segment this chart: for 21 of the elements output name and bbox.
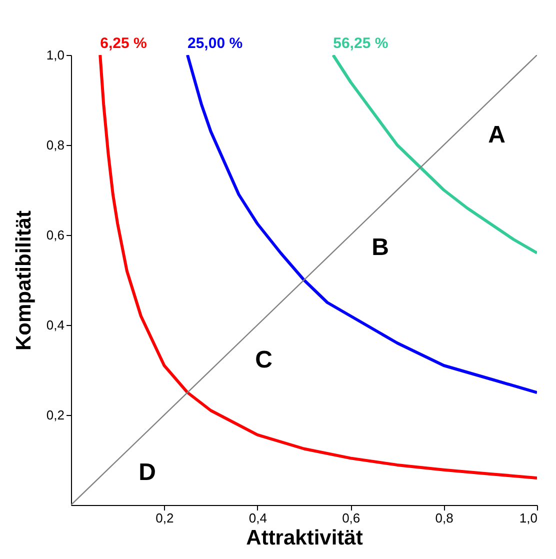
line-series xyxy=(186,55,537,394)
annotation: D xyxy=(138,458,156,486)
x-tick-label: 1,0 xyxy=(519,510,538,526)
annotation: B xyxy=(372,234,389,261)
x-tick-label: 0,4 xyxy=(248,510,267,526)
x-tick-label: 0,6 xyxy=(342,510,360,526)
line-series xyxy=(332,55,537,254)
y-tick-label: 0,6 xyxy=(46,228,64,242)
y-tick-label: 1,0 xyxy=(46,48,64,62)
series-label: 56,25 % xyxy=(333,35,388,52)
y-tick-label: 0,8 xyxy=(46,138,64,152)
y-axis-title: Kompatibilität xyxy=(12,210,36,350)
x-tick-label: 0,2 xyxy=(156,510,174,526)
annotation: C xyxy=(255,346,272,374)
series-label: 25,00 % xyxy=(188,35,243,52)
y-tick-label: 0,4 xyxy=(46,318,64,332)
series-label: 6,25 % xyxy=(100,35,147,52)
y-tick-label: 0,2 xyxy=(46,408,64,422)
x-axis-title: Attraktivität xyxy=(246,526,363,550)
x-tick-label: 0,8 xyxy=(435,510,454,526)
annotation: A xyxy=(488,121,506,148)
